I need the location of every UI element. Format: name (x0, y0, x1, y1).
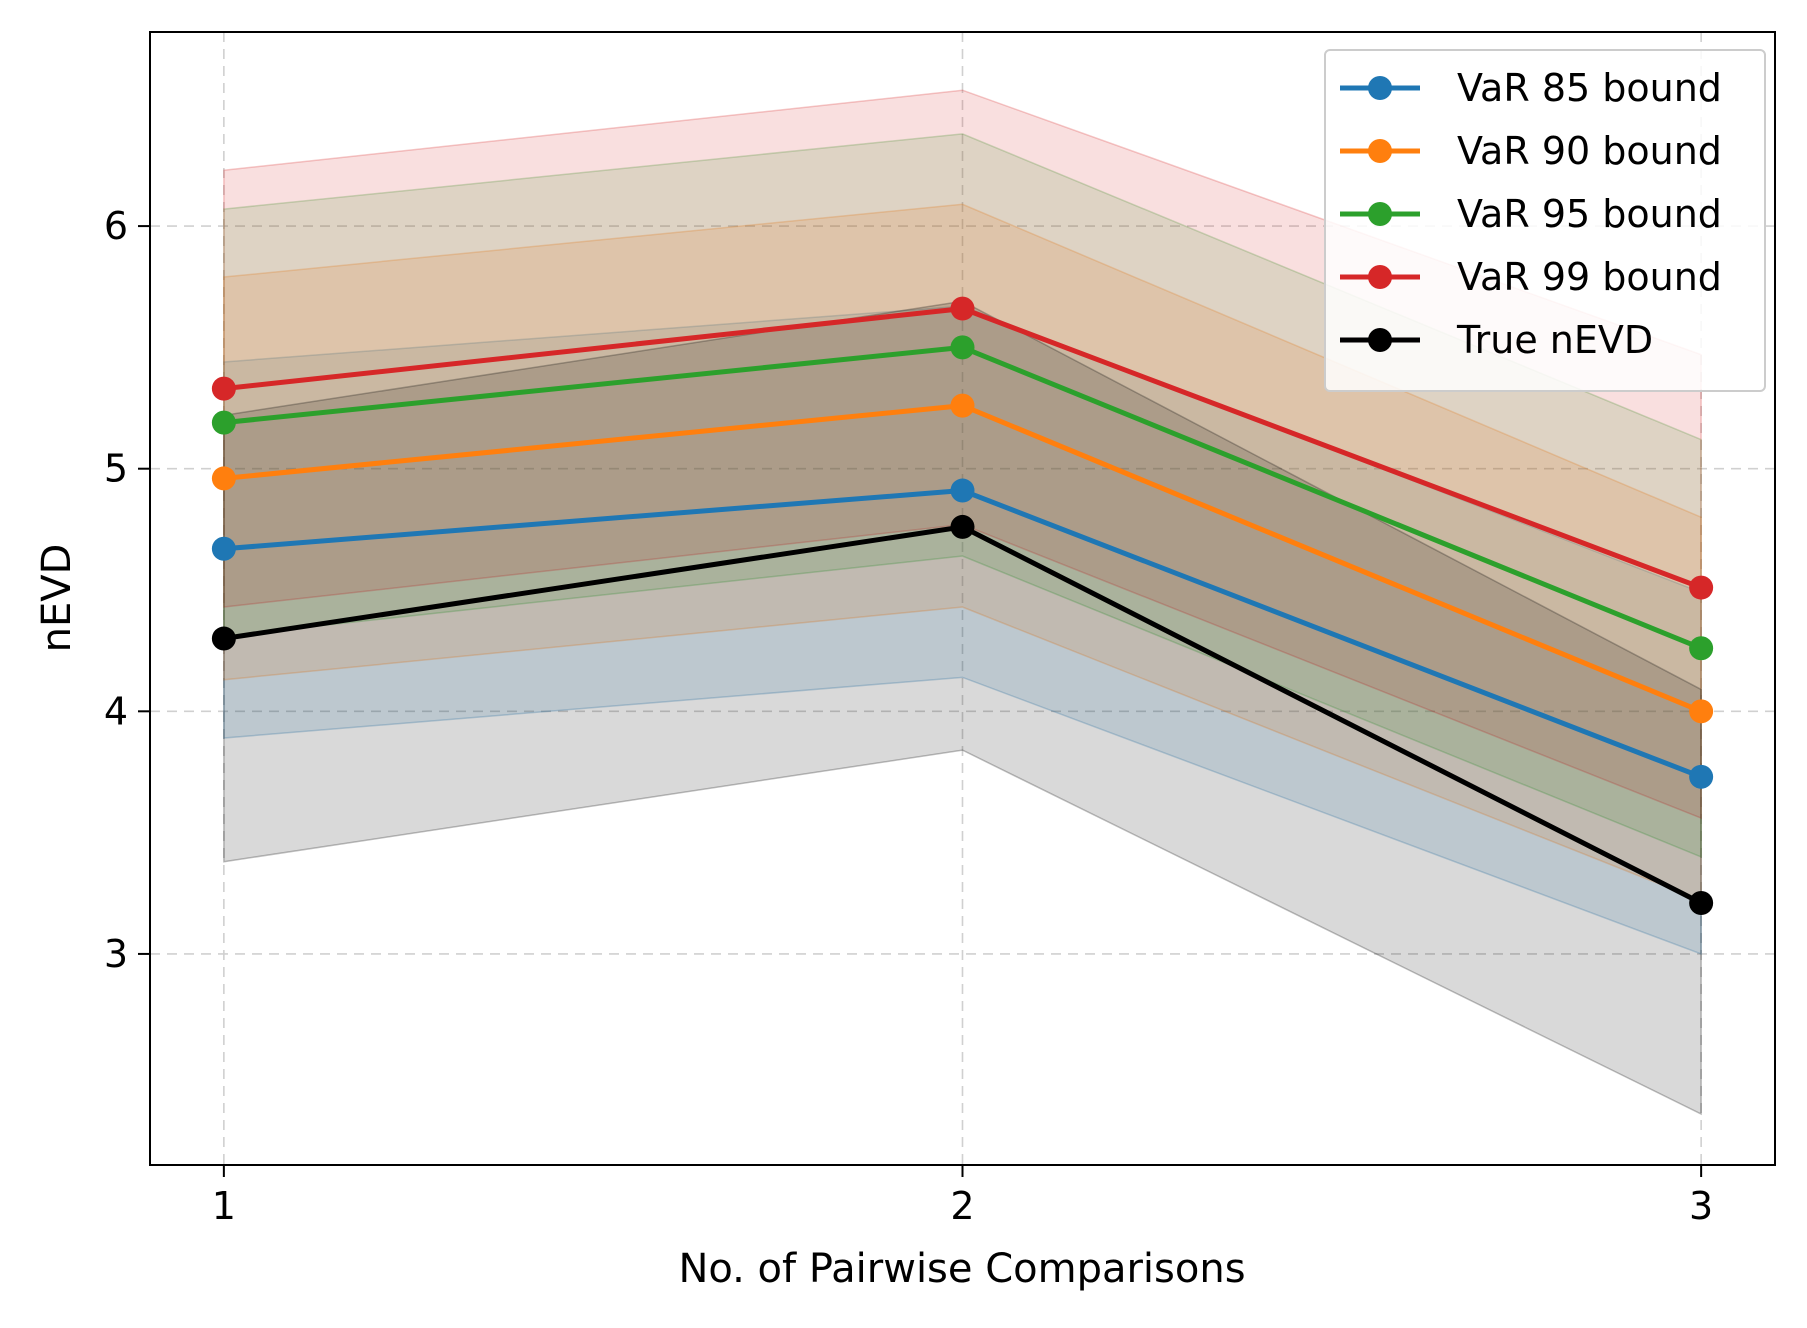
y-tick-label: 3 (104, 932, 128, 976)
data-point (211, 376, 236, 401)
legend-marker (1368, 202, 1392, 226)
data-point (950, 296, 975, 321)
data-point (950, 393, 975, 418)
data-point (950, 335, 975, 360)
legend-label: True nEVD (1456, 318, 1653, 362)
legend-label: VaR 90 bound (1457, 129, 1722, 173)
data-point (211, 410, 236, 435)
legend-label: VaR 95 bound (1457, 192, 1722, 236)
legend-marker (1368, 76, 1392, 100)
legend-marker (1368, 328, 1392, 352)
x-tick-label: 2 (950, 1184, 974, 1228)
legend-marker (1368, 265, 1392, 289)
axis-ticks: 1 2 3 3 4 5 6 (104, 204, 1713, 1228)
data-point (1689, 890, 1714, 915)
data-point (1689, 764, 1714, 789)
data-point (950, 478, 975, 503)
data-point (211, 466, 236, 491)
data-point (211, 626, 236, 651)
y-tick-label: 4 (104, 689, 128, 733)
data-point (950, 514, 975, 539)
legend-marker (1368, 139, 1392, 163)
y-tick-label: 6 (104, 204, 128, 248)
legend-box (1324, 49, 1766, 392)
data-point (1689, 575, 1714, 600)
legend-label: VaR 85 bound (1457, 66, 1722, 110)
x-axis-label: No. of Pairwise Comparisons (678, 1246, 1245, 1292)
x-tick-label: 3 (1689, 1184, 1713, 1228)
data-point (211, 536, 236, 561)
data-point (1689, 699, 1714, 724)
legend-label: VaR 99 bound (1457, 255, 1722, 299)
y-tick-label: 5 (104, 447, 128, 491)
y-axis-label: nEVD (34, 544, 80, 653)
data-point (1689, 636, 1714, 661)
legend: VaR 85 bound VaR 90 bound VaR 95 bound VaR … (1324, 49, 1766, 392)
series-lines (211, 296, 1714, 915)
x-tick-label: 1 (212, 1184, 236, 1228)
